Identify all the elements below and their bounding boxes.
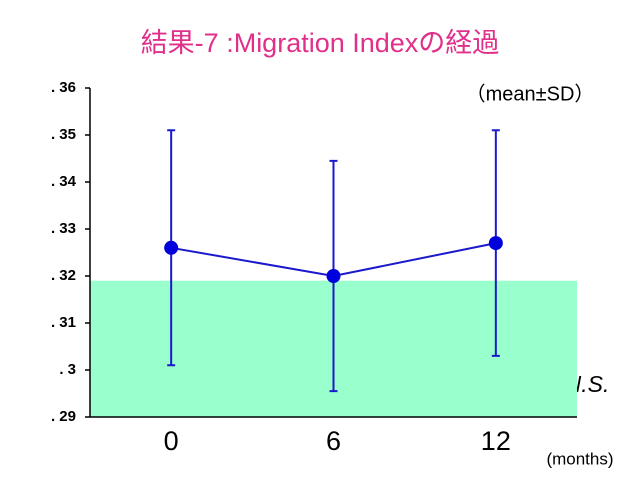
y-tick-label: . 34 bbox=[51, 173, 77, 190]
point bbox=[326, 269, 341, 283]
y-tick-label: . 29 bbox=[51, 408, 76, 425]
y-tick-label: . 35 bbox=[51, 126, 76, 143]
x-tick-label: 0 bbox=[164, 426, 179, 456]
x-unit: (months) bbox=[546, 449, 613, 468]
y-tick-label: . 3 bbox=[59, 361, 76, 378]
y-tick-label: . 33 bbox=[51, 220, 76, 237]
point bbox=[164, 240, 179, 255]
y-tick-label: . 32 bbox=[51, 267, 76, 284]
x-tick-label: 12 bbox=[481, 426, 511, 456]
chart-title: 結果-7 :Migration Indexの経過 bbox=[141, 28, 500, 58]
point bbox=[488, 236, 503, 251]
x-tick-label: 6 bbox=[326, 426, 341, 456]
subtitle: （mean±SD） bbox=[466, 82, 595, 105]
y-tick-label: . 31 bbox=[51, 314, 76, 331]
y-tick-label: . 36 bbox=[51, 79, 76, 96]
